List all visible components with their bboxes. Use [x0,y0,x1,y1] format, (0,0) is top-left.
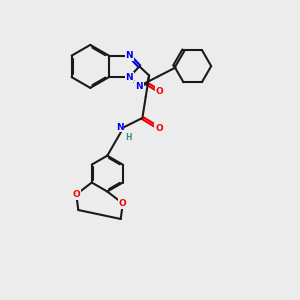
Text: N: N [125,73,133,82]
Text: N: N [135,82,143,91]
Text: N: N [116,123,124,132]
Text: O: O [72,190,80,199]
Text: O: O [119,199,127,208]
Text: H: H [125,133,132,142]
Text: O: O [155,124,163,133]
Text: O: O [156,87,164,96]
Text: N: N [125,51,133,60]
